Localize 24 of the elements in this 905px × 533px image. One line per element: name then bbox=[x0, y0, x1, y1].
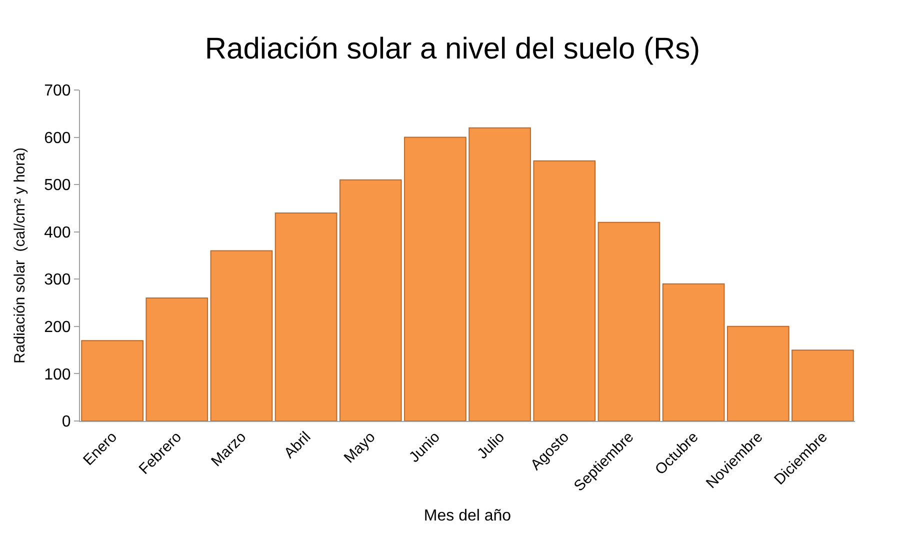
y-tick-label: 500 bbox=[44, 177, 71, 194]
bar bbox=[81, 340, 144, 421]
bar bbox=[726, 326, 790, 421]
x-tick-label: Julio bbox=[474, 428, 508, 462]
bar bbox=[404, 136, 466, 421]
y-tick-label: 200 bbox=[44, 319, 71, 336]
y-axis-title: Radiación solar (cal/cm² y hora) bbox=[11, 148, 28, 364]
y-tick-label: 300 bbox=[44, 272, 71, 289]
chart-title: Radiación solar a nivel del suelo (Rs) bbox=[204, 32, 700, 66]
bar bbox=[533, 160, 596, 421]
bar bbox=[598, 222, 660, 421]
bar bbox=[468, 127, 531, 421]
y-tick-label: 400 bbox=[44, 224, 71, 242]
bar bbox=[662, 283, 725, 421]
bar bbox=[146, 298, 208, 421]
y-tick-label: 700 bbox=[44, 82, 71, 100]
y-tick-label: 100 bbox=[44, 366, 71, 384]
x-axis-title: Mes del año bbox=[424, 508, 512, 525]
bar bbox=[339, 179, 402, 421]
y-tick-label: 0 bbox=[62, 414, 71, 431]
y-tick-label: 600 bbox=[44, 130, 71, 147]
bar bbox=[274, 212, 338, 421]
bar bbox=[792, 350, 854, 421]
bar bbox=[210, 250, 273, 421]
